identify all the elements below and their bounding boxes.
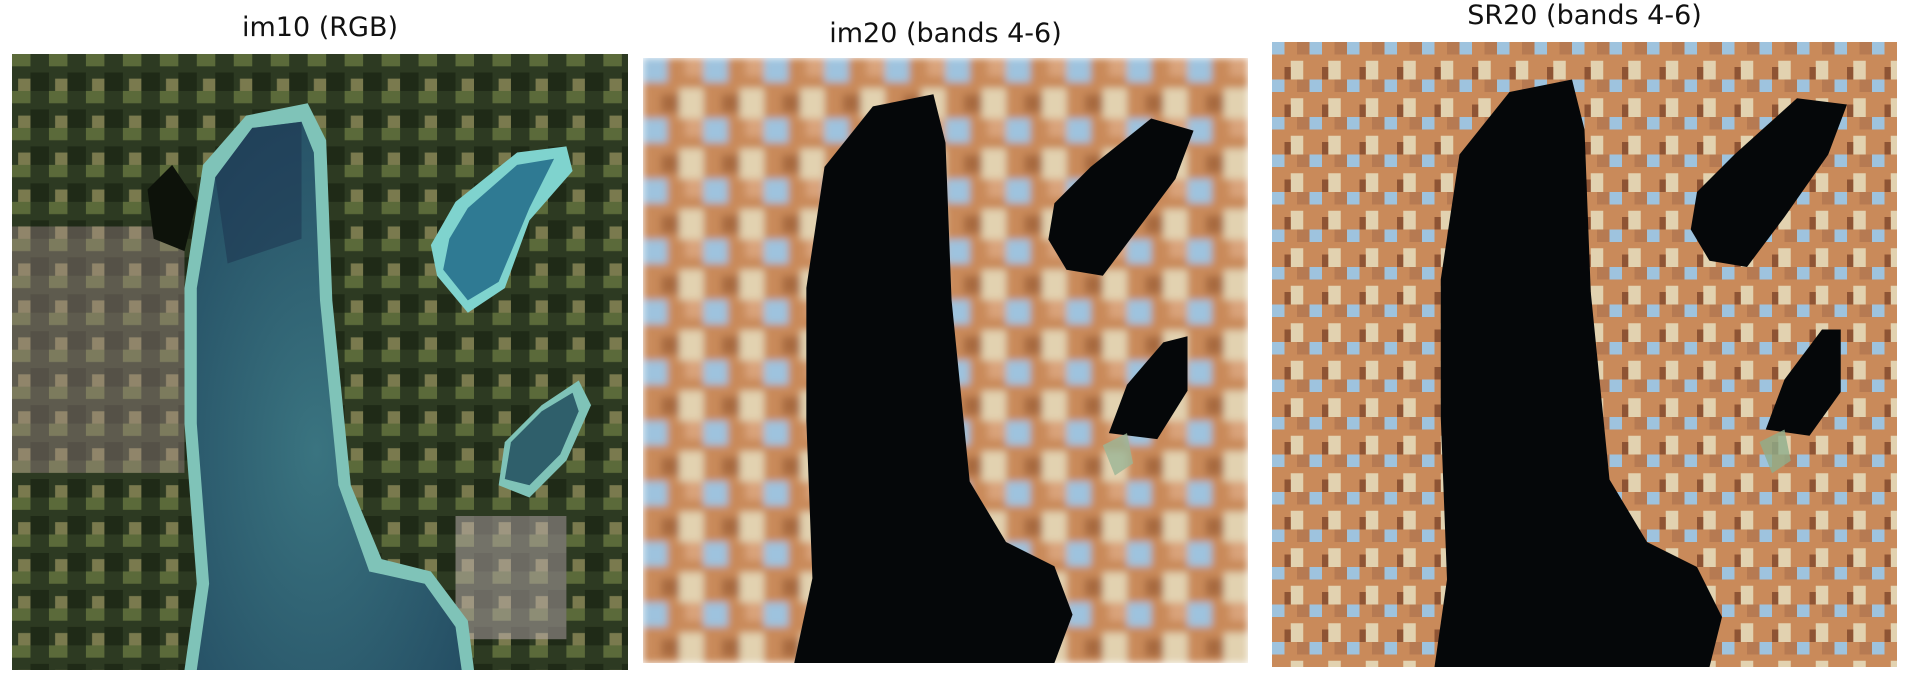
satellite-image-sr20: [1272, 42, 1897, 667]
panel-title: im20 (bands 4-6): [829, 18, 1062, 49]
panel-title: SR20 (bands 4-6): [1467, 0, 1702, 31]
panel-title: im10 (RGB): [241, 12, 398, 43]
panel-im20-bands: im20 (bands 4-6): [643, 0, 1248, 665]
satellite-image-rgb: [12, 54, 628, 670]
panel-sr20-bands: SR20 (bands 4-6): [1272, 0, 1897, 668]
satellite-image-im20: [643, 58, 1248, 663]
panel-im10-rgb: im10 (RGB): [12, 0, 628, 670]
